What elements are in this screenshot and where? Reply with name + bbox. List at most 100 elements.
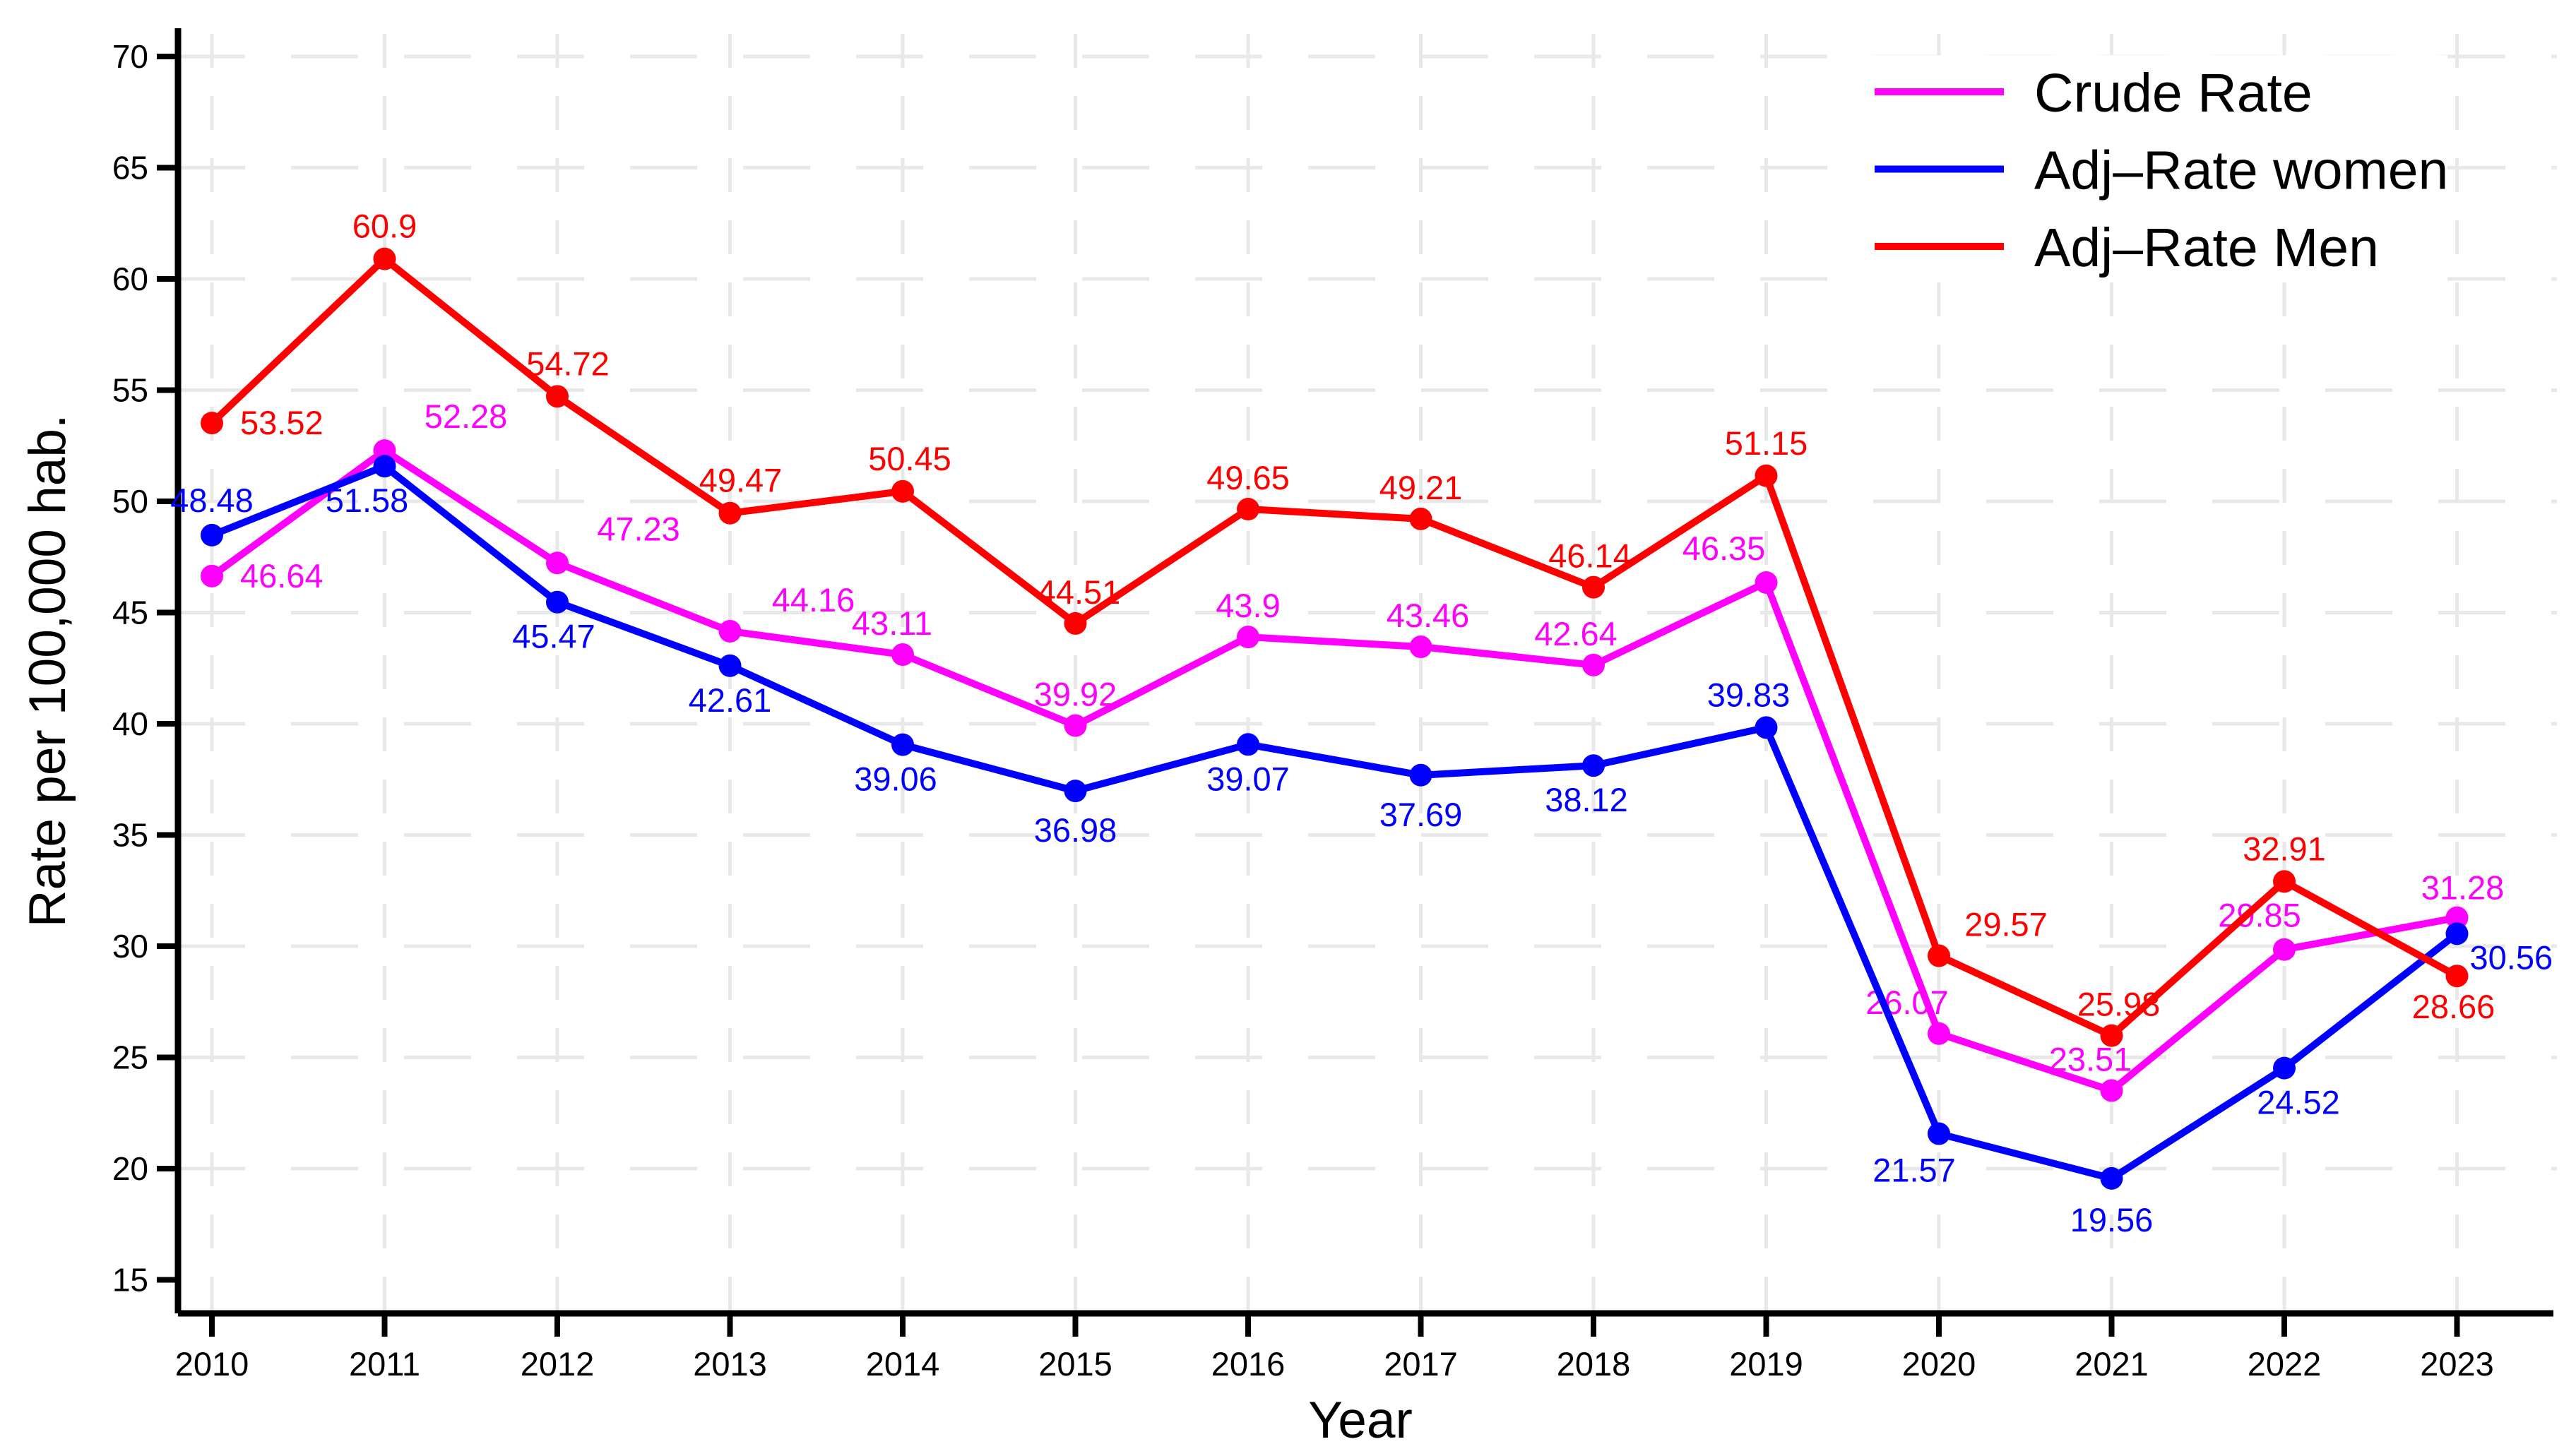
point-value-label: 25.98 [2077,986,2161,1023]
point-value-label: 19.56 [2070,1201,2154,1239]
point-value-label: 32.91 [2243,830,2326,867]
data-point-marker [2445,906,2469,929]
point-value-label: 51.15 [1725,424,1808,462]
x-tick-label: 2023 [2420,1345,2494,1383]
y-axis-ticks: 15 20 25 30 35 40 45 50 55 60 65 70 [112,38,178,1299]
point-value-label: 48.48 [170,482,254,519]
data-point-marker [1755,571,1778,594]
data-point-marker [2445,965,2469,988]
data-point-marker [373,247,396,270]
data-point-marker [891,479,914,503]
data-point-marker [1409,635,1432,659]
legend-label: Crude Rate [2034,63,2313,124]
data-point-marker [1064,780,1087,803]
point-value-label: 44.16 [772,581,855,619]
data-point-marker [1409,507,1432,530]
data-point-marker [2100,1079,2123,1102]
x-tick-label: 2011 [349,1345,420,1383]
data-point-marker [718,619,742,643]
point-value-label: 39.06 [854,760,937,798]
point-value-label: 43.11 [852,604,932,642]
data-point-marker [1237,626,1259,649]
x-tick-label: 2020 [1902,1345,1976,1383]
data-point-marker [1582,754,1605,777]
x-tick-label: 2012 [521,1345,595,1383]
y-axis-title: Rate per 100,000 hab. [19,414,76,928]
point-value-label: 43.46 [1387,597,1470,634]
data-point-marker [1755,716,1778,739]
point-value-label: 36.98 [1034,811,1117,849]
x-tick-label: 2022 [2248,1345,2322,1383]
data-point-marker [2445,922,2469,945]
point-value-label: 37.69 [1379,796,1463,833]
y-tick-label: 25 [112,1039,148,1076]
data-point-marker [201,523,223,547]
x-axis-title: Year [1308,1392,1413,1449]
y-tick-label: 55 [112,372,148,409]
data-point-marker [1582,575,1605,599]
point-value-label: 28.66 [2412,988,2495,1025]
data-point-marker [1409,763,1432,787]
data-point-marker [546,590,569,614]
data-point-marker [201,412,223,435]
data-point-marker [546,551,569,575]
y-tick-label: 70 [112,38,148,75]
x-tick-label: 2018 [1557,1345,1631,1383]
point-value-label: 52.28 [425,398,508,435]
x-tick-label: 2021 [2075,1345,2149,1383]
x-tick-label: 2019 [1729,1345,1803,1383]
y-tick-label: 60 [112,261,148,297]
data-point-marker [1237,733,1259,756]
x-axis-ticks: 2010 2011 2012 2013 2014 2015 2016 2017 2018 2019… [175,1313,2494,1383]
point-value-label: 42.64 [1534,615,1618,652]
y-tick-label: 30 [112,928,148,965]
x-tick-label: 2010 [175,1345,249,1383]
point-value-label: 42.61 [689,681,772,719]
series-line [210,447,2458,1094]
x-tick-label: 2014 [866,1345,940,1383]
point-value-label: 21.57 [1872,1152,1956,1189]
point-value-label: 31.28 [2421,869,2505,907]
data-point-marker [201,564,223,587]
point-value-label: 49.47 [699,462,783,499]
series-line [210,463,2459,1182]
point-value-label: 39.07 [1206,760,1290,797]
data-point-marker [891,733,914,756]
point-value-label: 45.47 [512,618,595,655]
data-point-marker [2273,1056,2296,1080]
data-point-marker [373,455,396,478]
point-value-label: 53.52 [240,404,324,441]
legend-label: Adj–Rate women [2034,141,2448,201]
y-tick-label: 40 [112,705,148,742]
y-tick-label: 35 [112,817,148,854]
point-value-label: 29.57 [1964,906,2048,943]
point-value-label: 39.83 [1707,676,1791,713]
data-point-marker [2100,1024,2123,1047]
data-point-marker [718,501,742,525]
point-value-label: 39.92 [1034,676,1117,713]
data-point-marker [1928,1022,1950,1045]
data-point-marker [2273,870,2296,893]
data-point-marker [1928,944,1950,967]
point-value-label: 43.9 [1216,587,1280,624]
axes [174,28,2553,1317]
x-tick-label: 2015 [1038,1345,1112,1383]
data-point-marker [546,385,569,408]
legend: Crude Rate Adj–Rate women Adj–Rate Men [1851,55,2448,282]
x-tick-label: 2017 [1384,1345,1458,1383]
data-point-marker [1582,653,1605,676]
y-tick-label: 50 [112,483,148,520]
x-tick-label: 2016 [1211,1345,1286,1383]
point-value-label: 46.64 [240,557,324,595]
series-line [209,255,2459,1039]
point-value-label: 38.12 [1545,781,1628,818]
legend-label: Adj–Rate Men [2034,217,2379,278]
point-value-label: 51.58 [326,482,409,519]
y-tick-label: 45 [112,595,148,631]
data-point-marker [1064,714,1087,737]
x-tick-label: 2013 [693,1345,767,1383]
point-value-label: 46.14 [1548,537,1632,575]
data-point-marker [891,643,914,667]
